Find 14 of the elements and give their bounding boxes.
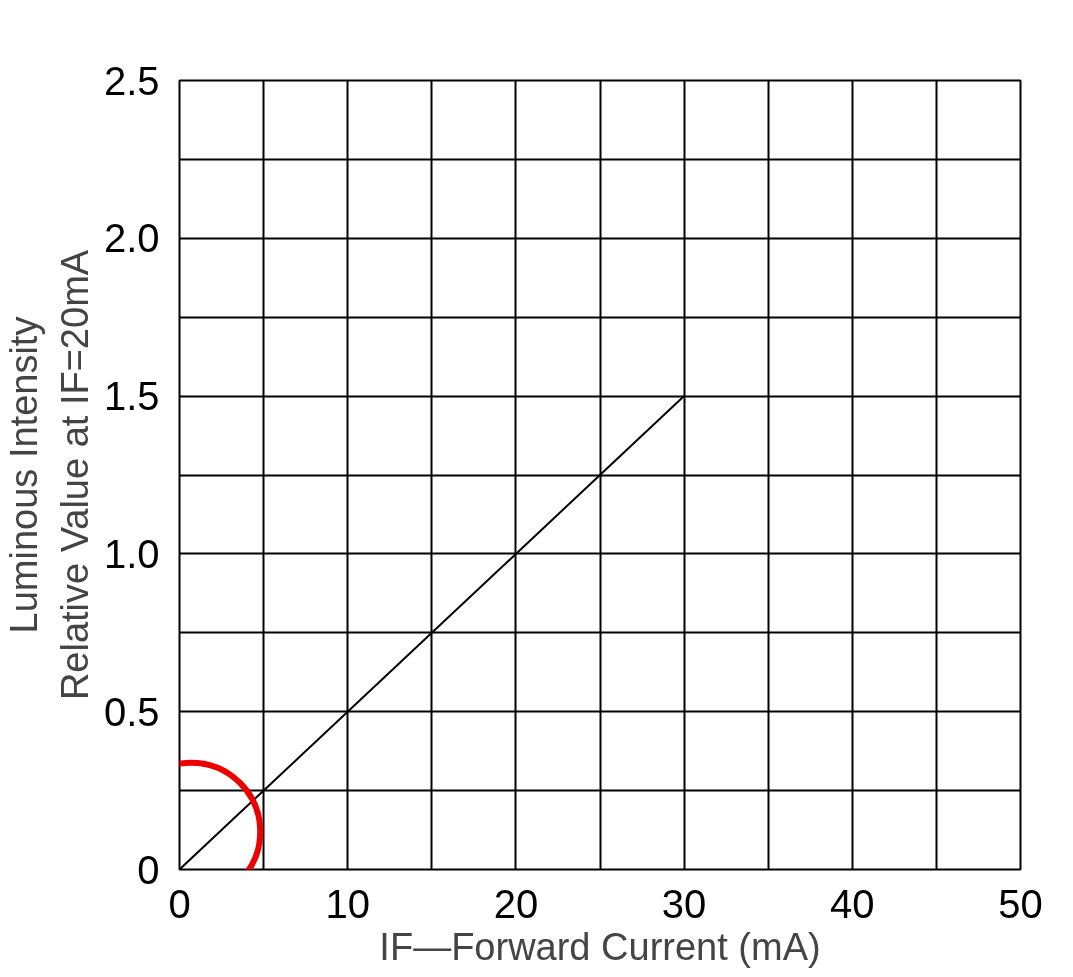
x-tick-label: 30 <box>661 881 707 926</box>
y-axis-title: Luminous Intensity Relative Value at IF=20mA <box>3 249 96 701</box>
y-tick-label: 0.5 <box>103 689 160 734</box>
x-tick-label: 10 <box>325 881 370 926</box>
x-tick-label: 50 <box>998 881 1043 926</box>
x-axis-title: IF—Forward Current (mA) <box>379 925 821 968</box>
y-tick-label: 1.0 <box>103 531 160 576</box>
x-tick-label: 20 <box>493 881 539 926</box>
x-tick-label: 40 <box>830 881 875 926</box>
y-tick-label: 2.0 <box>103 216 160 261</box>
y-tick-label: 2.5 <box>103 58 160 103</box>
y-tick-label: 0 <box>137 847 160 892</box>
y-tick-label: 1.5 <box>103 374 160 419</box>
x-tick-label: 0 <box>168 881 191 926</box>
